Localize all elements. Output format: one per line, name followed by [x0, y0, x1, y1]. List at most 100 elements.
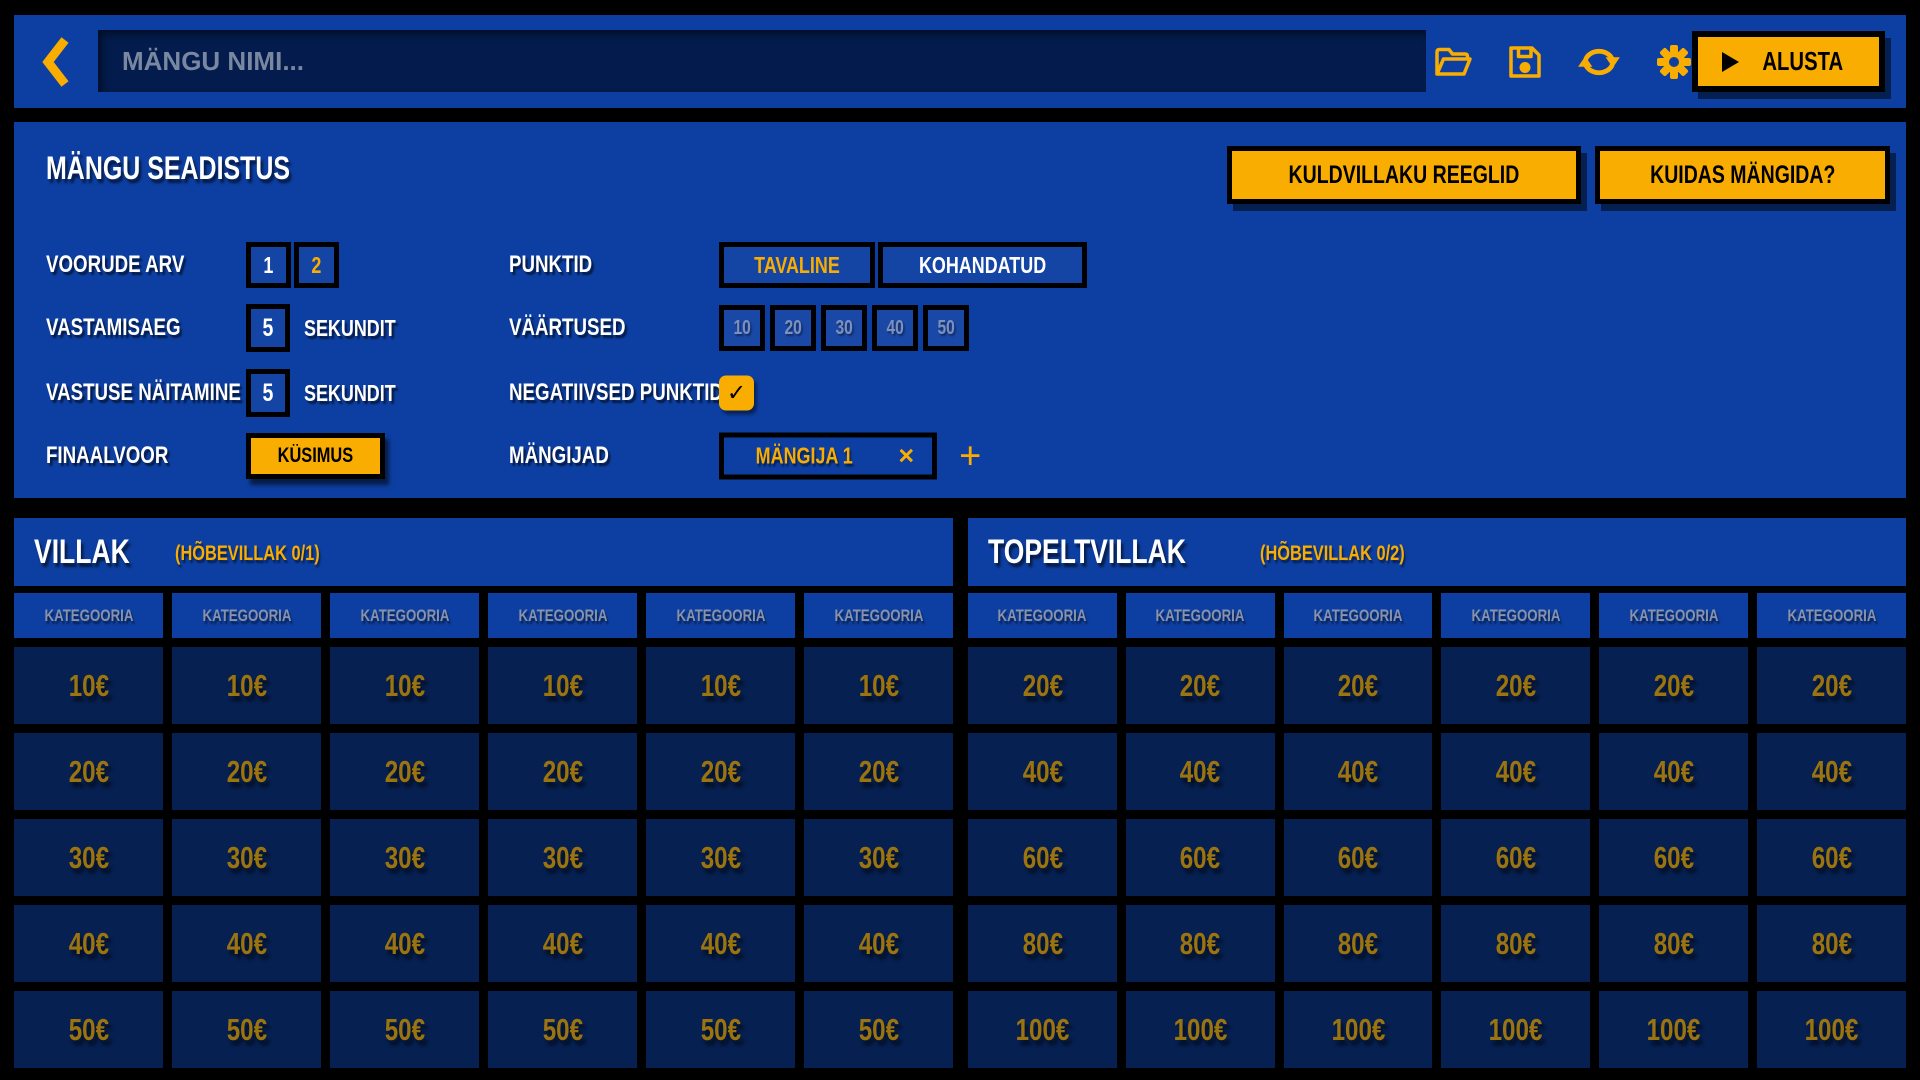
- answer-time-input[interactable]: 5: [246, 304, 290, 352]
- question-cell[interactable]: 20€: [1441, 647, 1591, 724]
- question-cell[interactable]: 40€: [804, 905, 953, 982]
- category-header[interactable]: KATEGOORIA: [1441, 593, 1591, 638]
- question-cell[interactable]: 60€: [1125, 819, 1275, 896]
- open-game-button[interactable]: [1434, 46, 1472, 78]
- points-option-default[interactable]: TAVALINE: [719, 242, 875, 288]
- point-value-chip: 40: [872, 305, 918, 351]
- category-header[interactable]: KATEGOORIA: [330, 593, 479, 638]
- question-cell[interactable]: 40€: [14, 905, 163, 982]
- question-cell[interactable]: 30€: [172, 819, 321, 896]
- question-cell[interactable]: 60€: [1283, 819, 1433, 896]
- question-cell[interactable]: 50€: [488, 991, 637, 1068]
- question-cell[interactable]: 40€: [1283, 733, 1433, 810]
- question-cell[interactable]: 50€: [646, 991, 795, 1068]
- question-cell[interactable]: 30€: [488, 819, 637, 896]
- reload-button[interactable]: [1578, 43, 1620, 81]
- question-cell[interactable]: 100€: [1125, 991, 1275, 1068]
- question-value: 100€: [1173, 1011, 1228, 1047]
- question-cell[interactable]: 60€: [968, 819, 1117, 896]
- question-cell[interactable]: 50€: [330, 991, 479, 1068]
- question-cell[interactable]: 100€: [1441, 991, 1591, 1068]
- category-label: KATEGOORIA: [202, 605, 291, 625]
- category-header[interactable]: KATEGOORIA: [1599, 593, 1749, 638]
- question-cell[interactable]: 40€: [1599, 733, 1749, 810]
- question-cell[interactable]: 80€: [968, 905, 1117, 982]
- question-cell[interactable]: 80€: [1441, 905, 1591, 982]
- points-segment: TAVALINE KOHANDATUD: [719, 242, 1088, 288]
- settings-button[interactable]: [1656, 44, 1692, 80]
- question-cell[interactable]: 30€: [646, 819, 795, 896]
- category-header[interactable]: KATEGOORIA: [1283, 593, 1433, 638]
- player-name: MÄNGIJA 1: [755, 442, 853, 469]
- question-cell[interactable]: 20€: [646, 733, 795, 810]
- negative-points-label: NEGATIIVSED PUNKTID: [509, 379, 723, 406]
- back-button[interactable]: [42, 36, 70, 88]
- question-cell[interactable]: 40€: [172, 905, 321, 982]
- question-cell[interactable]: 30€: [804, 819, 953, 896]
- question-cell[interactable]: 20€: [1757, 647, 1906, 724]
- question-cell[interactable]: 30€: [330, 819, 479, 896]
- save-game-button[interactable]: [1508, 45, 1542, 79]
- category-header[interactable]: KATEGOORIA: [968, 593, 1117, 638]
- how-to-play-button[interactable]: KUIDAS MÄNGIDA?: [1594, 146, 1890, 204]
- game-name-input[interactable]: [98, 30, 1426, 92]
- question-cell[interactable]: 60€: [1757, 819, 1906, 896]
- question-cell[interactable]: 40€: [1125, 733, 1275, 810]
- final-round-question-button[interactable]: KÜSIMUS: [246, 433, 385, 479]
- points-option-custom[interactable]: KOHANDATUD: [877, 242, 1088, 288]
- question-cell[interactable]: 10€: [646, 647, 795, 724]
- remove-player-button[interactable]: ×: [898, 442, 914, 470]
- question-cell[interactable]: 20€: [1599, 647, 1749, 724]
- category-header[interactable]: KATEGOORIA: [172, 593, 321, 638]
- question-cell[interactable]: 50€: [804, 991, 953, 1068]
- question-cell[interactable]: 40€: [488, 905, 637, 982]
- question-cell[interactable]: 40€: [1441, 733, 1591, 810]
- answer-reveal-input[interactable]: 5: [246, 369, 290, 417]
- question-cell[interactable]: 20€: [1283, 647, 1433, 724]
- question-cell[interactable]: 100€: [1599, 991, 1749, 1068]
- question-cell[interactable]: 100€: [1283, 991, 1433, 1068]
- question-cell[interactable]: 20€: [1125, 647, 1275, 724]
- goldvillak-rules-button[interactable]: KULDVILLAKU REEGLID: [1226, 146, 1581, 204]
- question-cell[interactable]: 40€: [1757, 733, 1906, 810]
- question-cell[interactable]: 20€: [968, 647, 1117, 724]
- category-header[interactable]: KATEGOORIA: [1757, 593, 1906, 638]
- add-player-button[interactable]: +: [959, 437, 981, 475]
- question-cell[interactable]: 40€: [330, 905, 479, 982]
- question-cell[interactable]: 10€: [488, 647, 637, 724]
- negative-points-checkbox[interactable]: ✓: [719, 375, 754, 411]
- question-cell[interactable]: 10€: [14, 647, 163, 724]
- question-cell[interactable]: 10€: [804, 647, 953, 724]
- category-header[interactable]: KATEGOORIA: [646, 593, 795, 638]
- question-cell[interactable]: 80€: [1757, 905, 1906, 982]
- question-cell[interactable]: 20€: [330, 733, 479, 810]
- question-cell[interactable]: 10€: [172, 647, 321, 724]
- start-game-button[interactable]: ALUSTA: [1692, 31, 1885, 92]
- category-header[interactable]: KATEGOORIA: [488, 593, 637, 638]
- question-cell[interactable]: 60€: [1599, 819, 1749, 896]
- question-cell[interactable]: 80€: [1599, 905, 1749, 982]
- category-header[interactable]: KATEGOORIA: [1125, 593, 1275, 638]
- question-cell[interactable]: 30€: [14, 819, 163, 896]
- point-value-chip: 50: [923, 305, 969, 351]
- question-cell[interactable]: 80€: [1283, 905, 1433, 982]
- topeltvillak-board: TOPELTVILLAK (HÕBEVILLAK 0/2) KATEGOORIA…: [968, 518, 1906, 1068]
- question-cell[interactable]: 100€: [968, 991, 1117, 1068]
- question-cell[interactable]: 50€: [172, 991, 321, 1068]
- question-cell[interactable]: 60€: [1441, 819, 1591, 896]
- question-cell[interactable]: 40€: [646, 905, 795, 982]
- question-cell[interactable]: 40€: [968, 733, 1117, 810]
- question-cell[interactable]: 10€: [330, 647, 479, 724]
- category-header[interactable]: KATEGOORIA: [804, 593, 953, 638]
- board-grid: KATEGOORIA KATEGOORIA KATEGOORIA KATEGOORIA…: [14, 593, 953, 1068]
- category-header[interactable]: KATEGOORIA: [14, 593, 163, 638]
- question-cell[interactable]: 50€: [14, 991, 163, 1068]
- question-cell[interactable]: 80€: [1125, 905, 1275, 982]
- rounds-option-2[interactable]: 2: [294, 242, 339, 288]
- rounds-option-1[interactable]: 1: [246, 242, 291, 288]
- question-cell[interactable]: 20€: [488, 733, 637, 810]
- question-cell[interactable]: 20€: [14, 733, 163, 810]
- question-cell[interactable]: 20€: [172, 733, 321, 810]
- question-cell[interactable]: 20€: [804, 733, 953, 810]
- question-cell[interactable]: 100€: [1757, 991, 1906, 1068]
